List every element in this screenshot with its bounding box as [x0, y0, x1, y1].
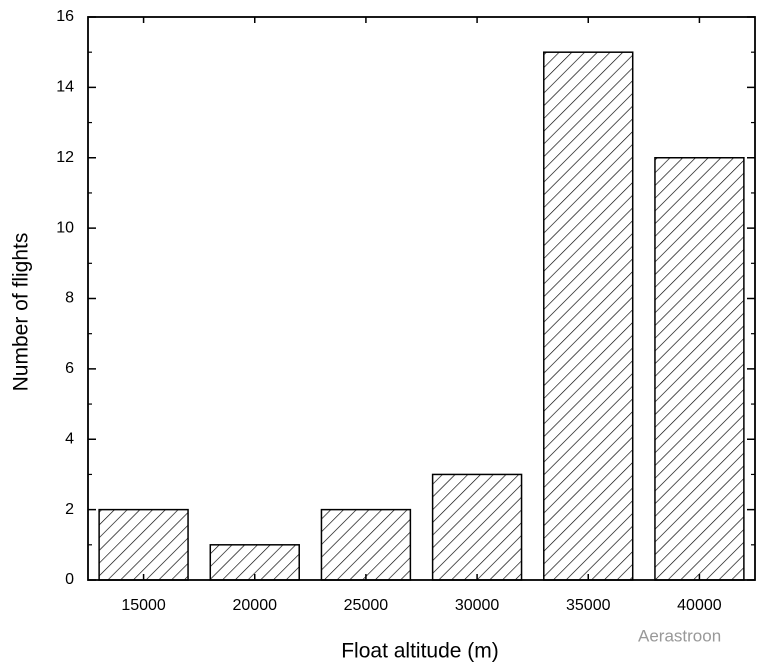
bar [98, 508, 189, 581]
y-tick-label: 6 [65, 360, 74, 377]
y-tick-label: 10 [56, 219, 74, 236]
y-axis-label: Number of flights [10, 233, 33, 392]
watermark: Aerastroon [638, 626, 721, 645]
y-tick-label: 14 [56, 79, 74, 96]
y-tick-label: 0 [65, 571, 74, 588]
x-axis-label: Float altitude (m) [341, 640, 499, 663]
y-tick-label: 4 [65, 430, 74, 447]
x-tick-label: 30000 [455, 597, 500, 614]
bar [431, 473, 523, 581]
x-tick-label: 25000 [344, 597, 389, 614]
bar [543, 51, 634, 581]
bar [320, 508, 412, 581]
x-tick-label: 40000 [677, 597, 722, 614]
x-tick-label: 35000 [566, 597, 611, 614]
y-tick-label: 16 [56, 8, 74, 25]
x-tick-label: 20000 [233, 597, 278, 614]
plot-frame [87, 16, 756, 581]
y-tick-label: 8 [65, 290, 74, 307]
y-tick-label: 12 [56, 149, 74, 166]
y-tick-label: 2 [65, 501, 74, 518]
x-tick-label: 15000 [121, 597, 166, 614]
bar [654, 157, 745, 581]
